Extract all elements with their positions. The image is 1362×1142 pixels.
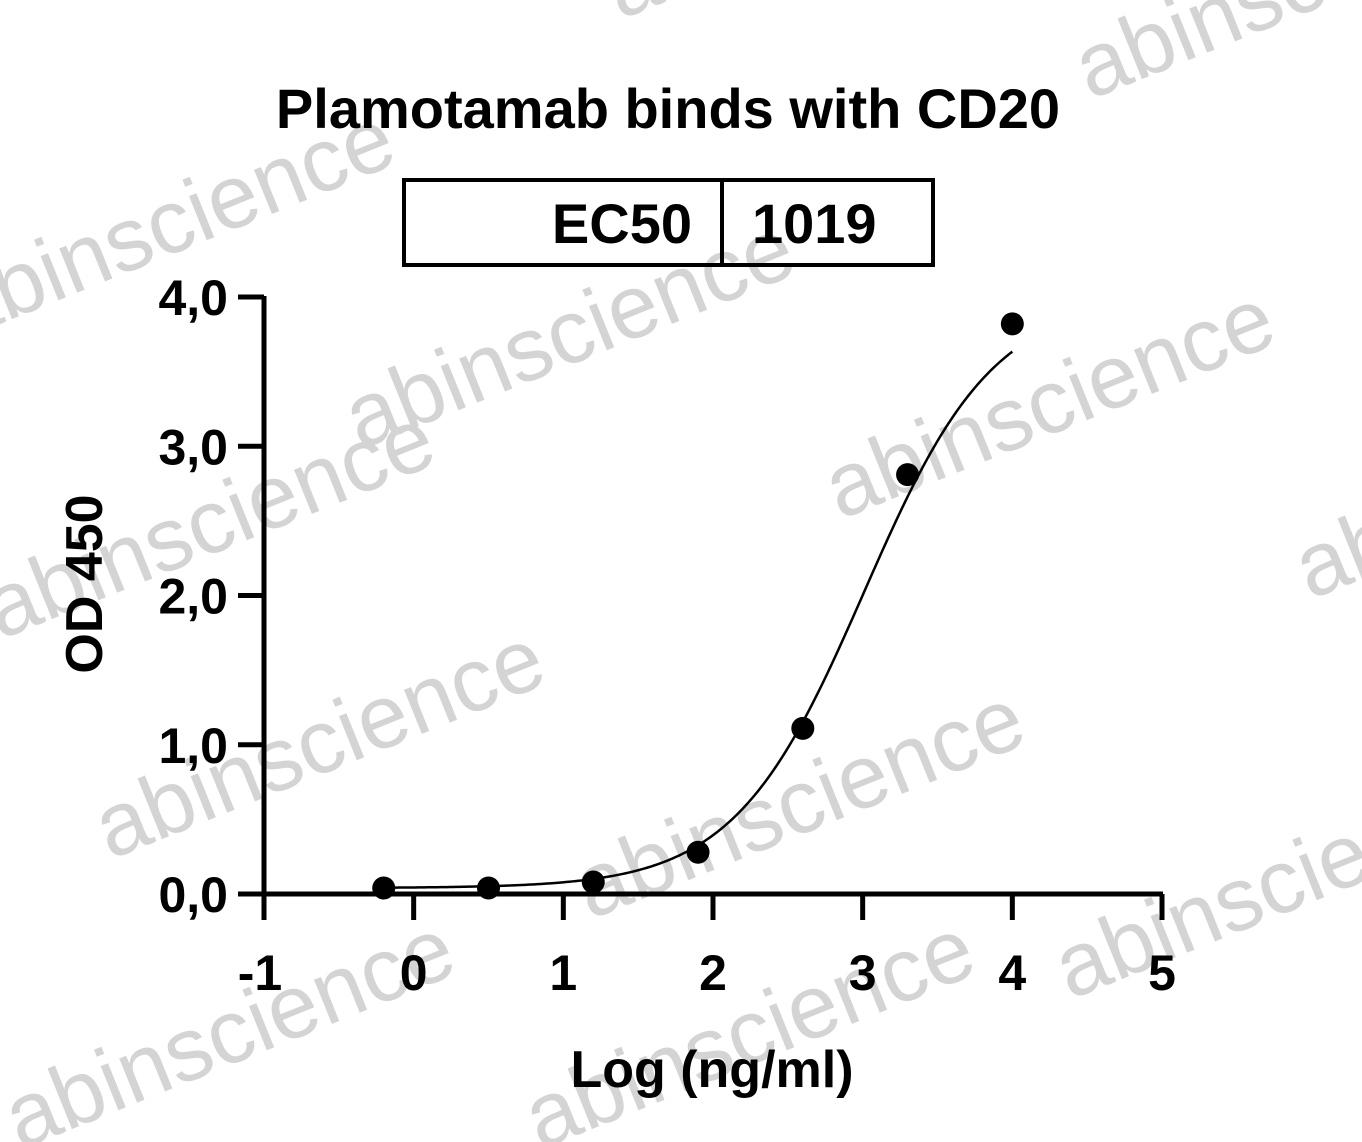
watermark-text: abinscience — [80, 608, 558, 879]
x-tick-label: 1 — [549, 945, 577, 1001]
x-tick-label: 3 — [849, 945, 877, 1001]
chart-title: Plamotamab binds with CD20 — [276, 77, 1060, 140]
data-point — [896, 463, 920, 487]
y-ticks: 0,0 1,0 2,0 3,0 4,0 — [158, 270, 264, 923]
watermark-text: abinscience — [1060, 0, 1362, 119]
y-tick-label: 3,0 — [158, 419, 228, 475]
y-tick-label: 2,0 — [158, 569, 228, 625]
watermark-text: abinscience — [510, 898, 988, 1142]
watermark-text: abinscience — [560, 668, 1038, 939]
x-tick-label: 4 — [998, 945, 1026, 1001]
x-axis-label: Log (ng/ml) — [570, 1041, 853, 1099]
data-point — [477, 876, 500, 900]
x-tick-label: 2 — [699, 945, 727, 1001]
watermark-text: abinscience — [1040, 748, 1362, 1019]
watermark-text: abinscience — [810, 268, 1288, 539]
y-tick-label: 4,0 — [158, 270, 228, 326]
data-points — [372, 312, 1024, 900]
ec50-value: 1019 — [752, 192, 877, 255]
x-tick-label: 0 — [400, 945, 428, 1001]
ec50-table-border — [402, 178, 935, 267]
y-tick-label: 1,0 — [158, 718, 228, 774]
x-tick-label: -1 — [238, 945, 282, 1001]
ec50-label: EC50 — [552, 192, 692, 255]
data-point — [581, 870, 605, 894]
y-axis-label: OD 450 — [56, 494, 114, 673]
x-tick-label: 5 — [1148, 945, 1176, 1001]
data-point — [372, 876, 396, 900]
data-point — [791, 716, 815, 740]
data-point — [1000, 312, 1024, 336]
watermark-text: abinscience — [590, 0, 1068, 39]
x-ticks: -1 0 1 2 3 4 5 — [238, 894, 1176, 1001]
watermark-text: abinscience — [1280, 348, 1362, 619]
watermark-text: abinscience — [0, 898, 468, 1142]
y-tick-label: 0,0 — [158, 867, 228, 923]
ec50-table: EC50 1019 — [402, 178, 935, 267]
data-point — [686, 840, 710, 864]
